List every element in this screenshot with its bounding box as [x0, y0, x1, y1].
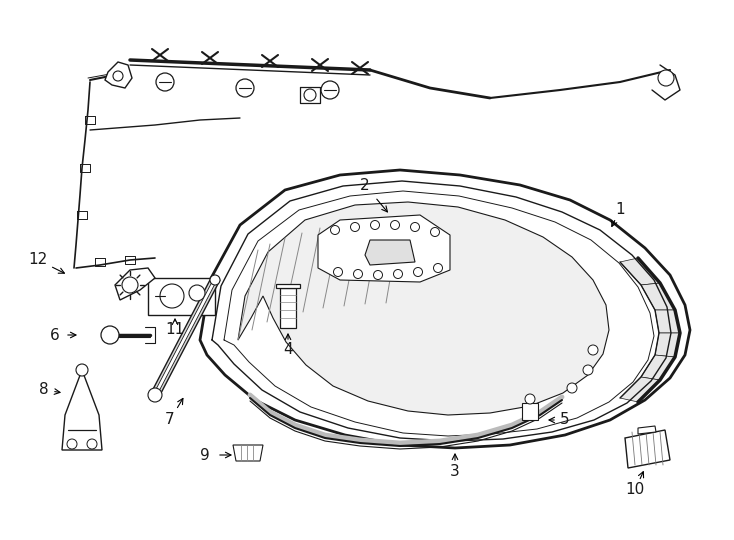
- Circle shape: [156, 73, 174, 91]
- Circle shape: [101, 326, 119, 344]
- Polygon shape: [276, 284, 300, 288]
- Polygon shape: [625, 430, 670, 468]
- Polygon shape: [200, 170, 690, 448]
- Text: 3: 3: [450, 464, 460, 480]
- Polygon shape: [620, 377, 660, 402]
- Polygon shape: [318, 215, 450, 282]
- Circle shape: [304, 89, 316, 101]
- Text: 11: 11: [165, 322, 185, 338]
- Text: 9: 9: [200, 448, 210, 462]
- Polygon shape: [620, 258, 660, 285]
- Polygon shape: [153, 280, 217, 395]
- Polygon shape: [638, 426, 656, 434]
- Polygon shape: [641, 355, 675, 380]
- Polygon shape: [148, 278, 215, 315]
- Text: 6: 6: [50, 327, 60, 342]
- Polygon shape: [238, 202, 609, 415]
- Polygon shape: [641, 283, 675, 310]
- Polygon shape: [105, 62, 132, 88]
- Text: 10: 10: [625, 483, 644, 497]
- Circle shape: [413, 267, 423, 276]
- Circle shape: [76, 364, 88, 376]
- Circle shape: [189, 285, 205, 301]
- Circle shape: [113, 71, 123, 81]
- Text: 2: 2: [360, 178, 370, 192]
- Text: 5: 5: [560, 413, 570, 428]
- Polygon shape: [150, 280, 220, 395]
- Polygon shape: [522, 403, 538, 420]
- Circle shape: [354, 269, 363, 279]
- Circle shape: [67, 439, 77, 449]
- Text: 4: 4: [283, 342, 293, 357]
- Text: 1: 1: [615, 202, 625, 218]
- Polygon shape: [115, 268, 155, 300]
- Circle shape: [583, 365, 593, 375]
- Circle shape: [588, 345, 598, 355]
- Circle shape: [374, 271, 382, 280]
- Circle shape: [351, 222, 360, 232]
- Text: 7: 7: [165, 413, 175, 428]
- Circle shape: [434, 264, 443, 273]
- Circle shape: [525, 394, 535, 404]
- Polygon shape: [280, 288, 296, 328]
- Circle shape: [122, 277, 138, 293]
- Circle shape: [393, 269, 402, 279]
- Circle shape: [210, 275, 220, 285]
- Circle shape: [87, 439, 97, 449]
- Circle shape: [160, 284, 184, 308]
- Circle shape: [148, 388, 162, 402]
- Circle shape: [390, 220, 399, 230]
- Circle shape: [330, 226, 340, 234]
- Polygon shape: [365, 240, 415, 265]
- Circle shape: [658, 70, 674, 86]
- Polygon shape: [233, 445, 263, 461]
- Circle shape: [236, 79, 254, 97]
- Circle shape: [333, 267, 343, 276]
- Text: 8: 8: [39, 382, 49, 397]
- Circle shape: [321, 81, 339, 99]
- Circle shape: [410, 222, 420, 232]
- Text: 12: 12: [29, 253, 48, 267]
- Circle shape: [431, 227, 440, 237]
- Circle shape: [371, 220, 379, 230]
- Polygon shape: [655, 310, 680, 333]
- Polygon shape: [655, 333, 680, 357]
- Circle shape: [567, 383, 577, 393]
- Polygon shape: [62, 370, 102, 450]
